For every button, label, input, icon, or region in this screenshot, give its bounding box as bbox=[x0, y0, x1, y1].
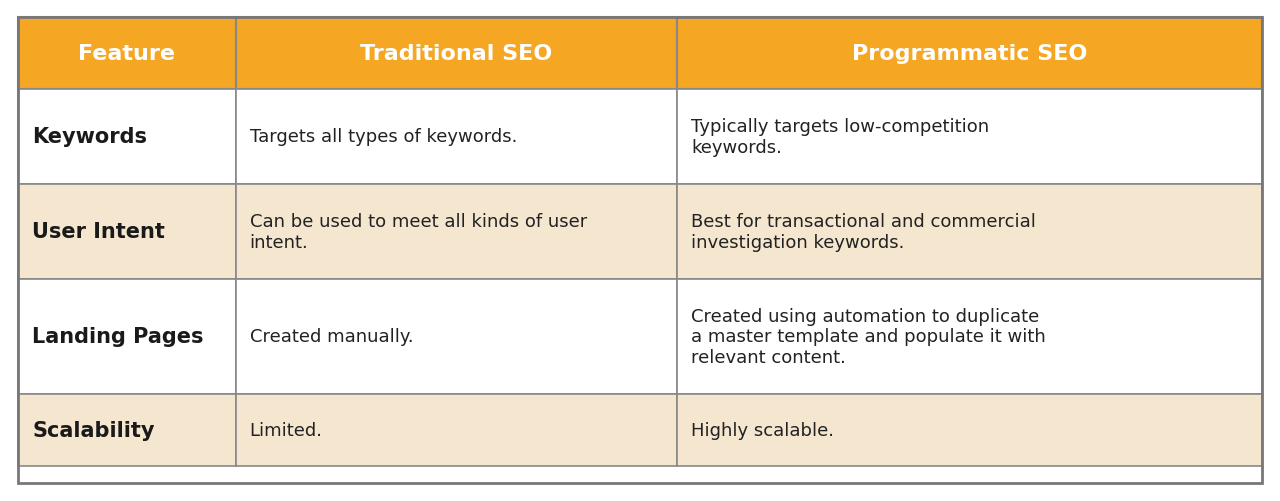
Text: Highly scalable.: Highly scalable. bbox=[691, 421, 835, 439]
Bar bbox=[236, 18, 677, 90]
Text: Programmatic SEO: Programmatic SEO bbox=[852, 44, 1087, 64]
Bar bbox=[18, 18, 236, 90]
Text: User Intent: User Intent bbox=[32, 222, 165, 242]
Text: Created manually.: Created manually. bbox=[250, 328, 413, 346]
Bar bbox=[18, 280, 236, 394]
Text: Feature: Feature bbox=[78, 44, 175, 64]
Bar bbox=[677, 90, 1262, 185]
Bar bbox=[236, 90, 677, 185]
Text: Keywords: Keywords bbox=[32, 127, 147, 147]
Text: Traditional SEO: Traditional SEO bbox=[361, 44, 553, 64]
Bar bbox=[236, 185, 677, 280]
Bar bbox=[677, 185, 1262, 280]
Bar bbox=[677, 18, 1262, 90]
Bar bbox=[236, 394, 677, 466]
Text: Landing Pages: Landing Pages bbox=[32, 327, 204, 347]
Text: Scalability: Scalability bbox=[32, 420, 155, 440]
Bar bbox=[18, 394, 236, 466]
Bar bbox=[677, 394, 1262, 466]
Text: Best for transactional and commercial
investigation keywords.: Best for transactional and commercial in… bbox=[691, 213, 1037, 252]
Bar bbox=[18, 90, 236, 185]
Bar bbox=[677, 280, 1262, 394]
Bar bbox=[18, 185, 236, 280]
Bar bbox=[236, 280, 677, 394]
Text: Targets all types of keywords.: Targets all types of keywords. bbox=[250, 128, 517, 146]
Text: Limited.: Limited. bbox=[250, 421, 323, 439]
Text: Typically targets low-competition
keywords.: Typically targets low-competition keywor… bbox=[691, 118, 989, 157]
Text: Can be used to meet all kinds of user
intent.: Can be used to meet all kinds of user in… bbox=[250, 213, 588, 252]
Text: Created using automation to duplicate
a master template and populate it with
rel: Created using automation to duplicate a … bbox=[691, 307, 1046, 367]
